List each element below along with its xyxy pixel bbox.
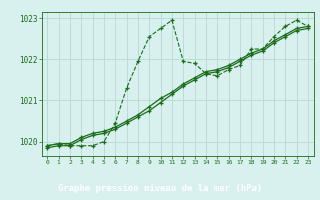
Text: Graphe pression niveau de la mer (hPa): Graphe pression niveau de la mer (hPa) xyxy=(58,184,262,193)
